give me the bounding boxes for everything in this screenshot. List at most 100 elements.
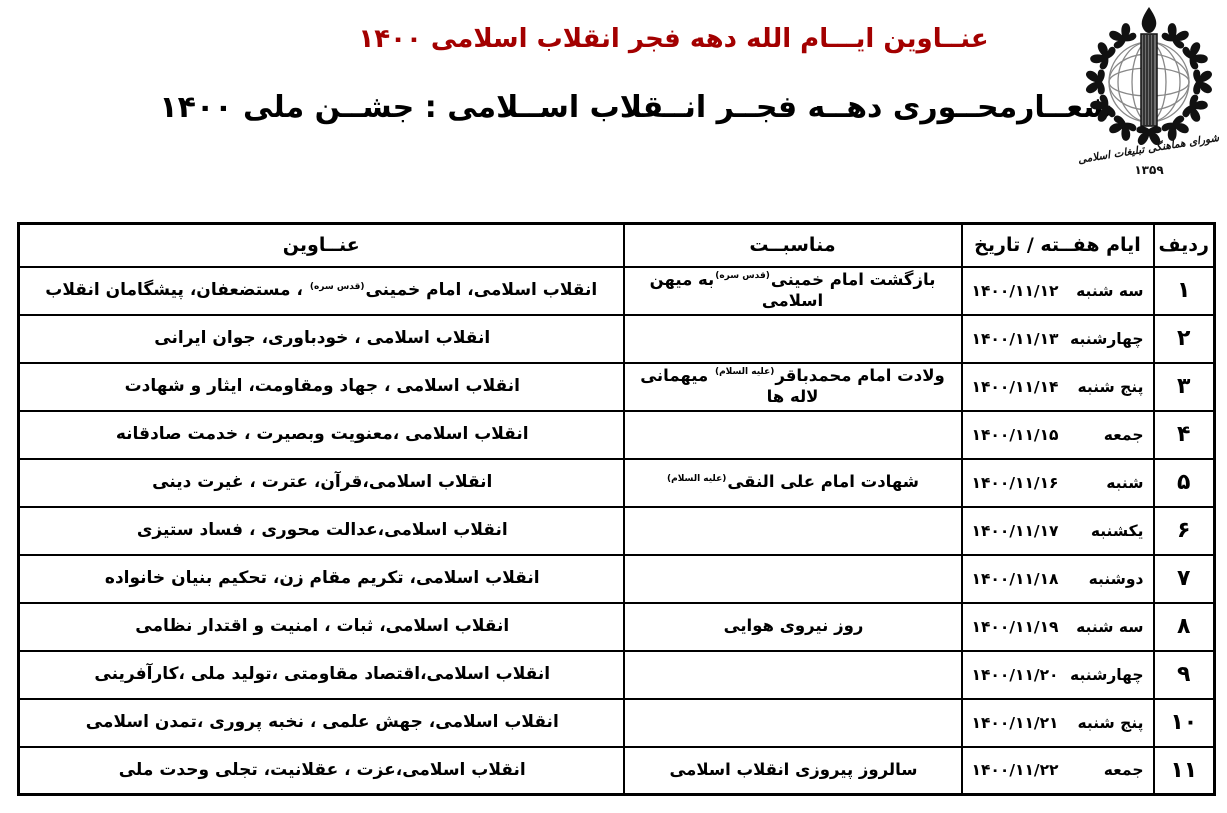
cell-day-date: دوشنبه ۱۴۰۰/۱۱/۱۸	[960, 553, 1155, 604]
cell-titles: انقلاب اسلامی ، جهاد ومقاومت، ایثار و شه…	[17, 361, 625, 412]
titles-text: انقلاب اسلامی ، جهاد ومقاومت، ایثار و شه…	[124, 376, 520, 397]
cell-titles: انقلاب اسلامی، جهش علمی ، نخبه پروری ،تم…	[17, 697, 625, 748]
honorific-text: (علیه السلام)	[714, 367, 775, 378]
day-label: جمعه	[1103, 761, 1144, 780]
table-row: ۲ چهارشنبه ۱۴۰۰/۱۱/۱۳ انقلاب اسلامی ، خود…	[17, 313, 1216, 364]
occasion-text-tail: به میهن اسلامی	[649, 269, 824, 310]
honorific-text	[792, 714, 794, 724]
cell-occasion: روز نیروی هوایی	[622, 601, 963, 652]
table-row: ۷ دوشنبه ۱۴۰۰/۱۱/۱۸ انقلاب اسلامی، تکریم …	[17, 553, 1216, 604]
table-row: ۶ یکشنبه ۱۴۰۰/۱۱/۱۷ انقلاب اسلامی،عدالت م…	[17, 505, 1216, 556]
honorific-text	[792, 666, 794, 676]
honorific-text: (قدس سره)	[715, 271, 770, 282]
occasion-text: ولادت امام محمدباقر	[775, 365, 945, 385]
logo-year: ۱۳۵۹	[1134, 163, 1164, 177]
document-title: عنــاوین ایـــام الله دهه فجر انقلاب اسل…	[358, 24, 989, 54]
titles-text: انقلاب اسلامی ،معنویت وبصیرت ، خدمت صادق…	[115, 424, 529, 445]
day-label: چهارشنبه	[1070, 665, 1144, 684]
day-label: شنبه	[1106, 473, 1144, 492]
logo-org-name: شورای هماهنگی تبلیغات اسلامی	[1079, 131, 1219, 166]
day-label: یکشنبه	[1090, 521, 1144, 540]
cell-titles: انقلاب اسلامی،قرآن، عترت ، غیرت دینی	[17, 457, 625, 508]
date-value: ۱۴۰۰/۱۱/۱۷	[971, 521, 1059, 540]
cell-titles: انقلاب اسلامی، تکریم مقام زن، تحکیم بنیا…	[17, 553, 625, 604]
header-titles: عنــاوین	[17, 222, 625, 268]
cell-row-number: ۴	[1152, 409, 1216, 460]
date-value: ۱۴۰۰/۱۱/۱۵	[971, 425, 1059, 444]
header-day-date: ایام هفــته / تاریخ	[960, 222, 1155, 268]
table-row: ۱۱ جمعه ۱۴۰۰/۱۱/۲۲ سالروز پیروزی انقلاب ا…	[17, 745, 1216, 796]
occasion-text: شهادت امام علی النقی	[727, 472, 919, 492]
cell-row-number: ۸	[1152, 601, 1216, 652]
day-label: پنج شنبه	[1077, 713, 1144, 732]
table-row: ۸ سه شنبه ۱۴۰۰/۱۱/۱۹ روز نیروی هوایی انقل…	[17, 601, 1216, 652]
titles-text: انقلاب اسلامی،عدالت محوری ، فساد ستیزی	[136, 520, 508, 541]
cell-day-date: چهارشنبه ۱۴۰۰/۱۱/۱۳	[960, 313, 1155, 364]
table-row: ۵ شنبه ۱۴۰۰/۱۱/۱۶ شهادت امام علی النقی(عل…	[17, 457, 1216, 508]
table-row: ۱۰ پنج شنبه ۱۴۰۰/۱۱/۲۱ انقلاب اسلامی، جهش…	[17, 697, 1216, 748]
cell-titles: انقلاب اسلامی، امام خمینی(قدس سره) ، مست…	[17, 265, 625, 316]
cell-row-number: ۹	[1152, 649, 1216, 700]
cell-row-number: ۱	[1152, 265, 1216, 316]
flame-icon	[1141, 7, 1157, 33]
header-row-number: ردیف	[1152, 222, 1216, 268]
honorific-text	[792, 570, 794, 580]
cell-day-date: سه شنبه ۱۴۰۰/۱۱/۱۹	[960, 601, 1155, 652]
table-header-row: ردیف ایام هفــته / تاریخ مناسبــت عنــاو…	[17, 222, 1216, 268]
cell-row-number: ۵	[1152, 457, 1216, 508]
titles-text: انقلاب اسلامی،قرآن، عترت ، غیرت دینی	[152, 472, 493, 493]
cell-day-date: پنج شنبه ۱۴۰۰/۱۱/۱۴	[960, 361, 1155, 412]
cell-titles: انقلاب اسلامی،عدالت محوری ، فساد ستیزی	[17, 505, 625, 556]
cell-day-date: شنبه ۱۴۰۰/۱۱/۱۶	[960, 457, 1155, 508]
cell-occasion: سالروز پیروزی انقلاب اسلامی	[622, 745, 963, 796]
occasion-text: بازگشت امام خمینی	[770, 269, 936, 289]
date-value: ۱۴۰۰/۱۱/۲۲	[971, 761, 1059, 780]
cell-day-date: یکشنبه ۱۴۰۰/۱۱/۱۷	[960, 505, 1155, 556]
cell-titles: انقلاب اسلامی،اقتصاد مقاومتی ،تولید ملی …	[17, 649, 625, 700]
cell-titles: انقلاب اسلامی ، خودباوری، جوان ایرانی	[17, 313, 625, 364]
honorific-text: (علیه السلام)	[667, 473, 727, 484]
cell-row-number: ۳	[1152, 361, 1216, 412]
cell-row-number: ۶	[1152, 505, 1216, 556]
day-label: سه شنبه	[1076, 281, 1144, 300]
day-label: سه شنبه	[1076, 617, 1144, 636]
titles-text: انقلاب اسلامی،اقتصاد مقاومتی ،تولید ملی …	[94, 664, 551, 685]
titles-text: انقلاب اسلامی، تکریم مقام زن، تحکیم بنیا…	[104, 568, 540, 589]
date-value: ۱۴۰۰/۱۱/۱۳	[971, 329, 1059, 348]
table-row: ۳ پنج شنبه ۱۴۰۰/۱۱/۱۴ ولادت امام محمدباقر…	[17, 361, 1216, 412]
cell-day-date: پنج شنبه ۱۴۰۰/۱۱/۲۱	[960, 697, 1155, 748]
cell-day-date: جمعه ۱۴۰۰/۱۱/۲۲	[960, 745, 1155, 796]
date-value: ۱۴۰۰/۱۱/۱۶	[971, 473, 1059, 492]
cell-occasion	[622, 505, 963, 556]
date-value: ۱۴۰۰/۱۱/۱۴	[971, 377, 1059, 396]
titles-text: انقلاب اسلامی،عزت ، عقلانیت، تجلی وحدت م…	[118, 760, 526, 781]
cell-occasion	[622, 409, 963, 460]
header-occasion: مناسبــت	[622, 222, 963, 268]
cell-day-date: چهارشنبه ۱۴۰۰/۱۱/۲۰	[960, 649, 1155, 700]
table-row: ۴ جمعه ۱۴۰۰/۱۱/۱۵ انقلاب اسلامی ،معنویت و…	[17, 409, 1216, 460]
honorific-text	[792, 426, 794, 436]
date-value: ۱۴۰۰/۱۱/۲۱	[971, 713, 1059, 732]
cell-titles: انقلاب اسلامی ،معنویت وبصیرت ، خدمت صادق…	[17, 409, 625, 460]
cell-occasion	[622, 697, 963, 748]
document-subtitle: شعــارمحــوری دهــه فجــر انــقلاب اســل…	[159, 90, 1113, 125]
titles-text: انقلاب اسلامی ، خودباوری، جوان ایرانی	[154, 328, 491, 349]
cell-occasion: بازگشت امام خمینی(قدس سره)به میهن اسلامی	[622, 265, 963, 316]
day-label: چهارشنبه	[1070, 329, 1144, 348]
date-value: ۱۴۰۰/۱۱/۲۰	[971, 665, 1059, 684]
occasion-text-tail: میهمانی لاله ها	[640, 365, 819, 406]
occasion-text: روز نیروی هوایی	[723, 616, 864, 636]
cell-occasion	[622, 313, 963, 364]
cell-day-date: جمعه ۱۴۰۰/۱۱/۱۵	[960, 409, 1155, 460]
day-label: دوشنبه	[1088, 569, 1144, 588]
titles-text-tail: ، مستضعفان، پیشگامان انقلاب	[45, 280, 309, 301]
organization-logo: شورای هماهنگی تبلیغات اسلامی ۱۳۵۹	[1077, 4, 1221, 199]
day-label: پنج شنبه	[1077, 377, 1144, 396]
cell-occasion	[622, 553, 963, 604]
occasion-text: سالروز پیروزی انقلاب اسلامی	[669, 759, 918, 779]
cell-row-number: ۲	[1152, 313, 1216, 364]
cell-occasion	[622, 649, 963, 700]
honorific-text	[792, 330, 794, 340]
events-table: ردیف ایام هفــته / تاریخ مناسبــت عنــاو…	[17, 222, 1216, 796]
titles-text: انقلاب اسلامی، ثبات ، امنیت و اقتدار نظا…	[135, 616, 510, 637]
